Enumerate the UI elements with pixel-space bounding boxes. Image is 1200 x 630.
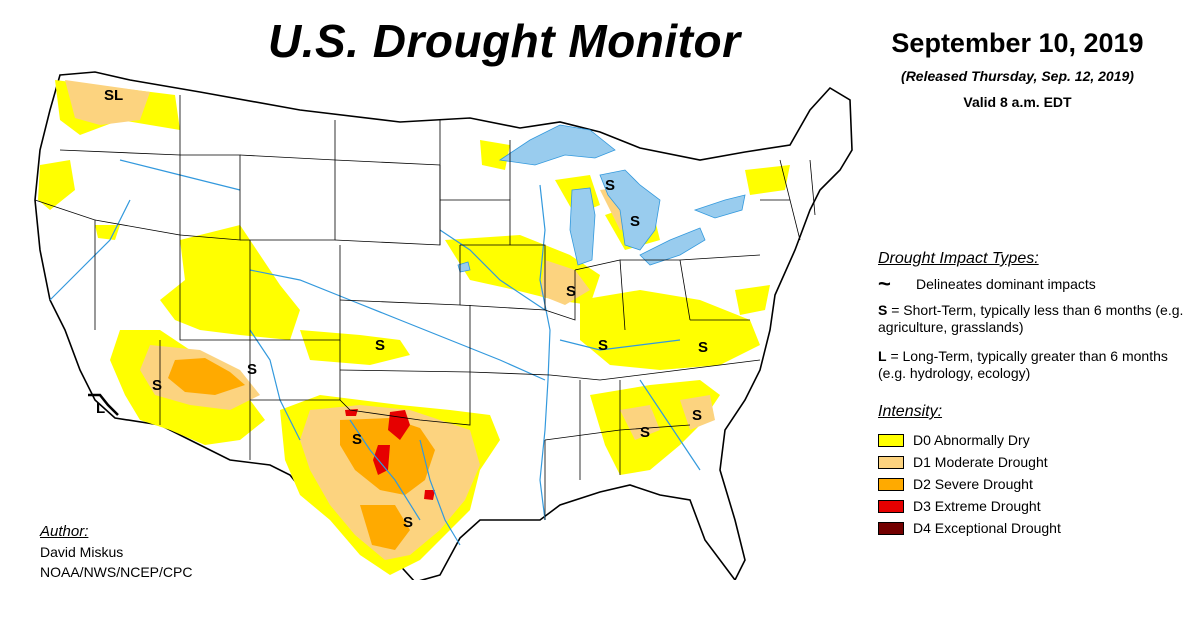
long-term-text: L = Long-Term, typically greater than 6 … [878, 348, 1188, 382]
svg-text:S: S [375, 337, 385, 354]
swatch-d0 [878, 433, 904, 447]
svg-text:S: S [247, 361, 257, 378]
tilde-icon: ~ [878, 271, 891, 296]
label-d4: D4 Exceptional Drought [913, 520, 1061, 536]
impact-delineation-row: ~ Delineates dominant impacts [878, 271, 1188, 296]
svg-text:S: S [640, 424, 650, 441]
svg-text:S: S [566, 283, 576, 300]
svg-text:S: S [403, 514, 413, 531]
long-term-desc: = Long-Term, typically greater than 6 mo… [878, 348, 1168, 381]
map-title: U.S. Drought Monitor [268, 15, 741, 67]
svg-text:L: L [96, 400, 105, 417]
swatch-d3 [878, 499, 904, 513]
short-term-desc: = Short-Term, typically less than 6 mont… [878, 302, 1184, 335]
swatch-d4 [878, 521, 904, 535]
long-term-key: L [878, 348, 887, 364]
svg-text:S: S [352, 431, 362, 448]
drought-map: SL L S S S S S S S S S S S S [34, 71, 853, 580]
intensity-legend: Intensity: D0 Abnormally Dry D1 Moderate… [878, 403, 1061, 539]
impact-heading: Drought Impact Types: [878, 250, 1039, 267]
delineates-text: Delineates dominant impacts [916, 276, 1096, 292]
author-block: Author: David Miskus NOAA/NWS/NCEP/CPC [40, 522, 192, 582]
svg-text:S: S [605, 177, 615, 194]
legend-item-d4: D4 Exceptional Drought [878, 517, 1061, 539]
valid-time: Valid 8 a.m. EDT [963, 94, 1072, 110]
great-lakes [457, 124, 746, 273]
label-d0: D0 Abnormally Dry [913, 432, 1030, 448]
impact-labels: SL L S S S S S S S S S S S S [96, 87, 708, 531]
d3-areas [345, 409, 435, 500]
valid-date: September 10, 2019 [891, 28, 1144, 58]
author-label: Author: [40, 523, 89, 540]
rivers [49, 159, 701, 546]
label-d1: D1 Moderate Drought [913, 454, 1048, 470]
swatch-d2 [878, 477, 904, 491]
author-name: David Miskus [40, 544, 124, 560]
svg-text:S: S [152, 377, 162, 394]
svg-text:S: S [630, 213, 640, 230]
label-d3: D3 Extreme Drought [913, 498, 1041, 514]
legend-item-d3: D3 Extreme Drought [878, 495, 1061, 517]
legend-item-d1: D1 Moderate Drought [878, 451, 1061, 473]
legend-item-d0: D0 Abnormally Dry [878, 429, 1061, 451]
state-borders [34, 95, 816, 520]
short-term-text: S = Short-Term, typically less than 6 mo… [878, 302, 1188, 336]
release-date: (Released Thursday, Sep. 12, 2019) [901, 68, 1134, 84]
short-term-key: S [878, 302, 888, 318]
intensity-heading: Intensity: [878, 403, 943, 420]
legend-item-d2: D2 Severe Drought [878, 473, 1061, 495]
impact-legend: Drought Impact Types: ~ Delineates domin… [878, 250, 1188, 394]
label-d2: D2 Severe Drought [913, 476, 1033, 492]
swatch-d1 [878, 455, 904, 469]
svg-text:S: S [698, 339, 708, 356]
impact-lines [88, 393, 119, 416]
author-org: NOAA/NWS/NCEP/CPC [40, 564, 193, 580]
svg-text:SL: SL [104, 87, 123, 104]
svg-text:S: S [692, 407, 702, 424]
svg-text:S: S [598, 337, 608, 354]
